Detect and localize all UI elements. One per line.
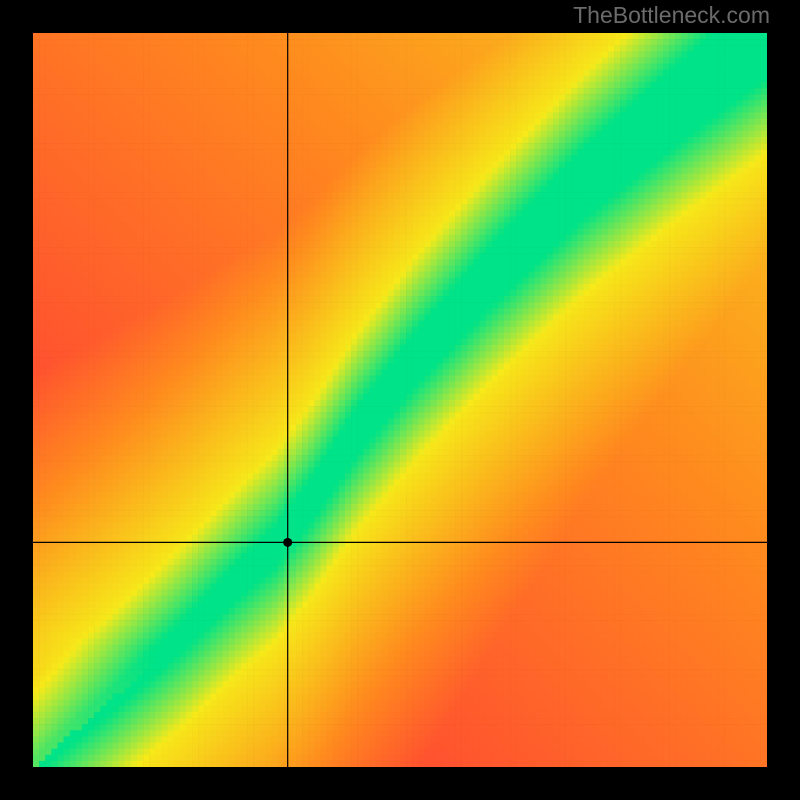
chart-frame: TheBottleneck.com [0, 0, 800, 800]
watermark-text: TheBottleneck.com [573, 2, 770, 29]
plot-area [33, 33, 767, 767]
heatmap-canvas [33, 33, 767, 767]
